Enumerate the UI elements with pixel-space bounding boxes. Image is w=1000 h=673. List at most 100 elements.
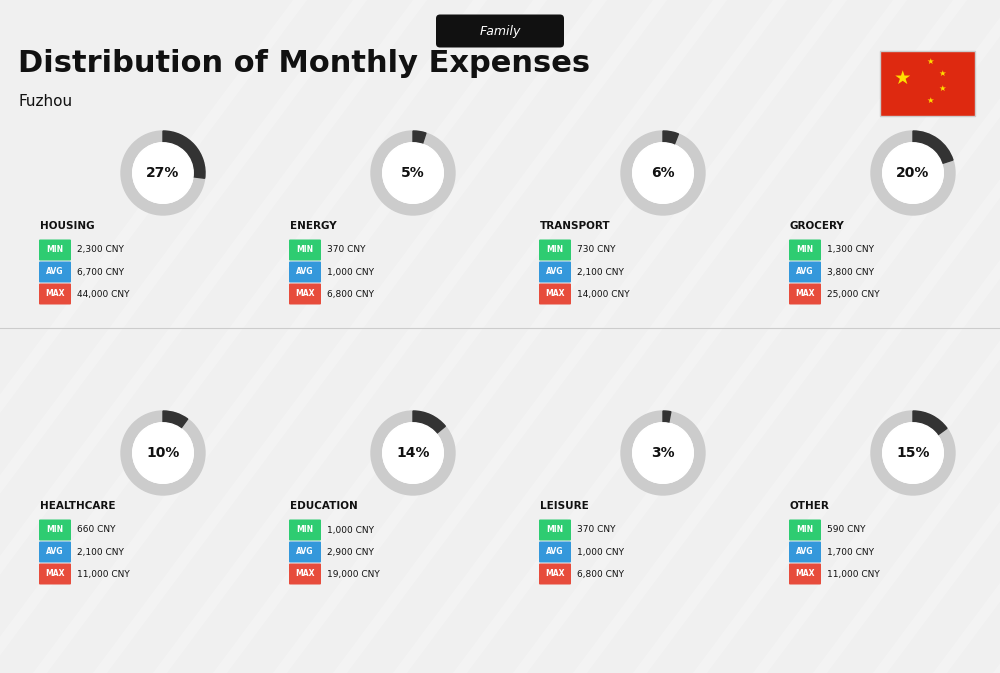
Circle shape [383, 143, 443, 203]
Text: MAX: MAX [295, 569, 315, 579]
Text: AVG: AVG [296, 267, 314, 277]
Wedge shape [163, 131, 205, 178]
Text: 2,100 CNY: 2,100 CNY [577, 267, 624, 277]
Text: Family: Family [479, 24, 521, 38]
Circle shape [621, 131, 705, 215]
Text: 6%: 6% [651, 166, 675, 180]
Text: 44,000 CNY: 44,000 CNY [77, 289, 130, 299]
Wedge shape [413, 411, 445, 453]
Text: 1,000 CNY: 1,000 CNY [327, 526, 374, 534]
Text: 6,700 CNY: 6,700 CNY [77, 267, 124, 277]
FancyBboxPatch shape [880, 50, 975, 116]
Text: ★: ★ [926, 57, 934, 65]
FancyBboxPatch shape [789, 520, 821, 540]
Text: 14,000 CNY: 14,000 CNY [577, 289, 630, 299]
FancyBboxPatch shape [289, 240, 321, 260]
FancyBboxPatch shape [789, 563, 821, 584]
Text: GROCERY: GROCERY [790, 221, 845, 231]
Text: 1,000 CNY: 1,000 CNY [577, 548, 624, 557]
Text: MIN: MIN [296, 246, 314, 254]
Text: AVG: AVG [296, 548, 314, 557]
FancyBboxPatch shape [539, 262, 571, 283]
FancyBboxPatch shape [289, 262, 321, 283]
FancyBboxPatch shape [539, 240, 571, 260]
Circle shape [371, 411, 455, 495]
Text: 2,100 CNY: 2,100 CNY [77, 548, 124, 557]
FancyBboxPatch shape [39, 262, 71, 283]
Text: ★: ★ [893, 69, 911, 87]
Circle shape [633, 143, 693, 203]
Text: MIN: MIN [796, 526, 814, 534]
Wedge shape [663, 411, 671, 453]
FancyBboxPatch shape [539, 520, 571, 540]
Circle shape [633, 143, 693, 203]
Text: EDUCATION: EDUCATION [290, 501, 358, 511]
FancyBboxPatch shape [289, 563, 321, 584]
FancyBboxPatch shape [39, 520, 71, 540]
Text: Fuzhou: Fuzhou [18, 94, 72, 108]
FancyBboxPatch shape [789, 262, 821, 283]
FancyBboxPatch shape [289, 542, 321, 563]
Text: 3%: 3% [651, 446, 675, 460]
Text: 1,300 CNY: 1,300 CNY [827, 246, 874, 254]
Text: LEISURE: LEISURE [540, 501, 589, 511]
Text: Distribution of Monthly Expenses: Distribution of Monthly Expenses [18, 48, 590, 77]
Text: ENERGY: ENERGY [290, 221, 337, 231]
Text: 20%: 20% [896, 166, 930, 180]
Text: 370 CNY: 370 CNY [327, 246, 366, 254]
Circle shape [883, 423, 943, 483]
Circle shape [621, 411, 705, 495]
Text: 6,800 CNY: 6,800 CNY [327, 289, 374, 299]
Circle shape [871, 411, 955, 495]
Circle shape [633, 423, 693, 483]
Text: MAX: MAX [45, 289, 65, 299]
FancyBboxPatch shape [436, 15, 564, 48]
Text: 6,800 CNY: 6,800 CNY [577, 569, 624, 579]
Text: 10%: 10% [146, 446, 180, 460]
Circle shape [133, 143, 193, 203]
FancyBboxPatch shape [789, 283, 821, 304]
Text: MAX: MAX [795, 569, 815, 579]
Text: 14%: 14% [396, 446, 430, 460]
Circle shape [121, 411, 205, 495]
Text: MIN: MIN [796, 246, 814, 254]
Text: MAX: MAX [295, 289, 315, 299]
Circle shape [133, 143, 193, 203]
Circle shape [121, 131, 205, 215]
Text: 3,800 CNY: 3,800 CNY [827, 267, 874, 277]
Circle shape [871, 131, 955, 215]
Text: MAX: MAX [45, 569, 65, 579]
Text: AVG: AVG [546, 548, 564, 557]
Text: MAX: MAX [545, 569, 565, 579]
Circle shape [883, 423, 943, 483]
Text: AVG: AVG [796, 267, 814, 277]
Text: MIN: MIN [46, 246, 64, 254]
FancyBboxPatch shape [39, 240, 71, 260]
Text: 590 CNY: 590 CNY [827, 526, 866, 534]
Circle shape [371, 131, 455, 215]
Text: 1,700 CNY: 1,700 CNY [827, 548, 874, 557]
Text: MIN: MIN [296, 526, 314, 534]
Text: 2,300 CNY: 2,300 CNY [77, 246, 124, 254]
Text: MIN: MIN [46, 526, 64, 534]
Text: MIN: MIN [546, 246, 564, 254]
FancyBboxPatch shape [539, 563, 571, 584]
FancyBboxPatch shape [539, 542, 571, 563]
FancyBboxPatch shape [539, 283, 571, 304]
Wedge shape [913, 411, 947, 453]
Text: 1,000 CNY: 1,000 CNY [327, 267, 374, 277]
Text: TRANSPORT: TRANSPORT [540, 221, 611, 231]
Text: 19,000 CNY: 19,000 CNY [327, 569, 380, 579]
Text: 15%: 15% [896, 446, 930, 460]
Circle shape [133, 423, 193, 483]
FancyBboxPatch shape [289, 520, 321, 540]
Text: ★: ★ [926, 96, 934, 104]
Text: HEALTHCARE: HEALTHCARE [40, 501, 116, 511]
Text: 25,000 CNY: 25,000 CNY [827, 289, 880, 299]
Text: 660 CNY: 660 CNY [77, 526, 116, 534]
Text: MAX: MAX [795, 289, 815, 299]
Text: AVG: AVG [46, 267, 64, 277]
FancyBboxPatch shape [289, 283, 321, 304]
Text: 11,000 CNY: 11,000 CNY [77, 569, 130, 579]
Text: AVG: AVG [46, 548, 64, 557]
